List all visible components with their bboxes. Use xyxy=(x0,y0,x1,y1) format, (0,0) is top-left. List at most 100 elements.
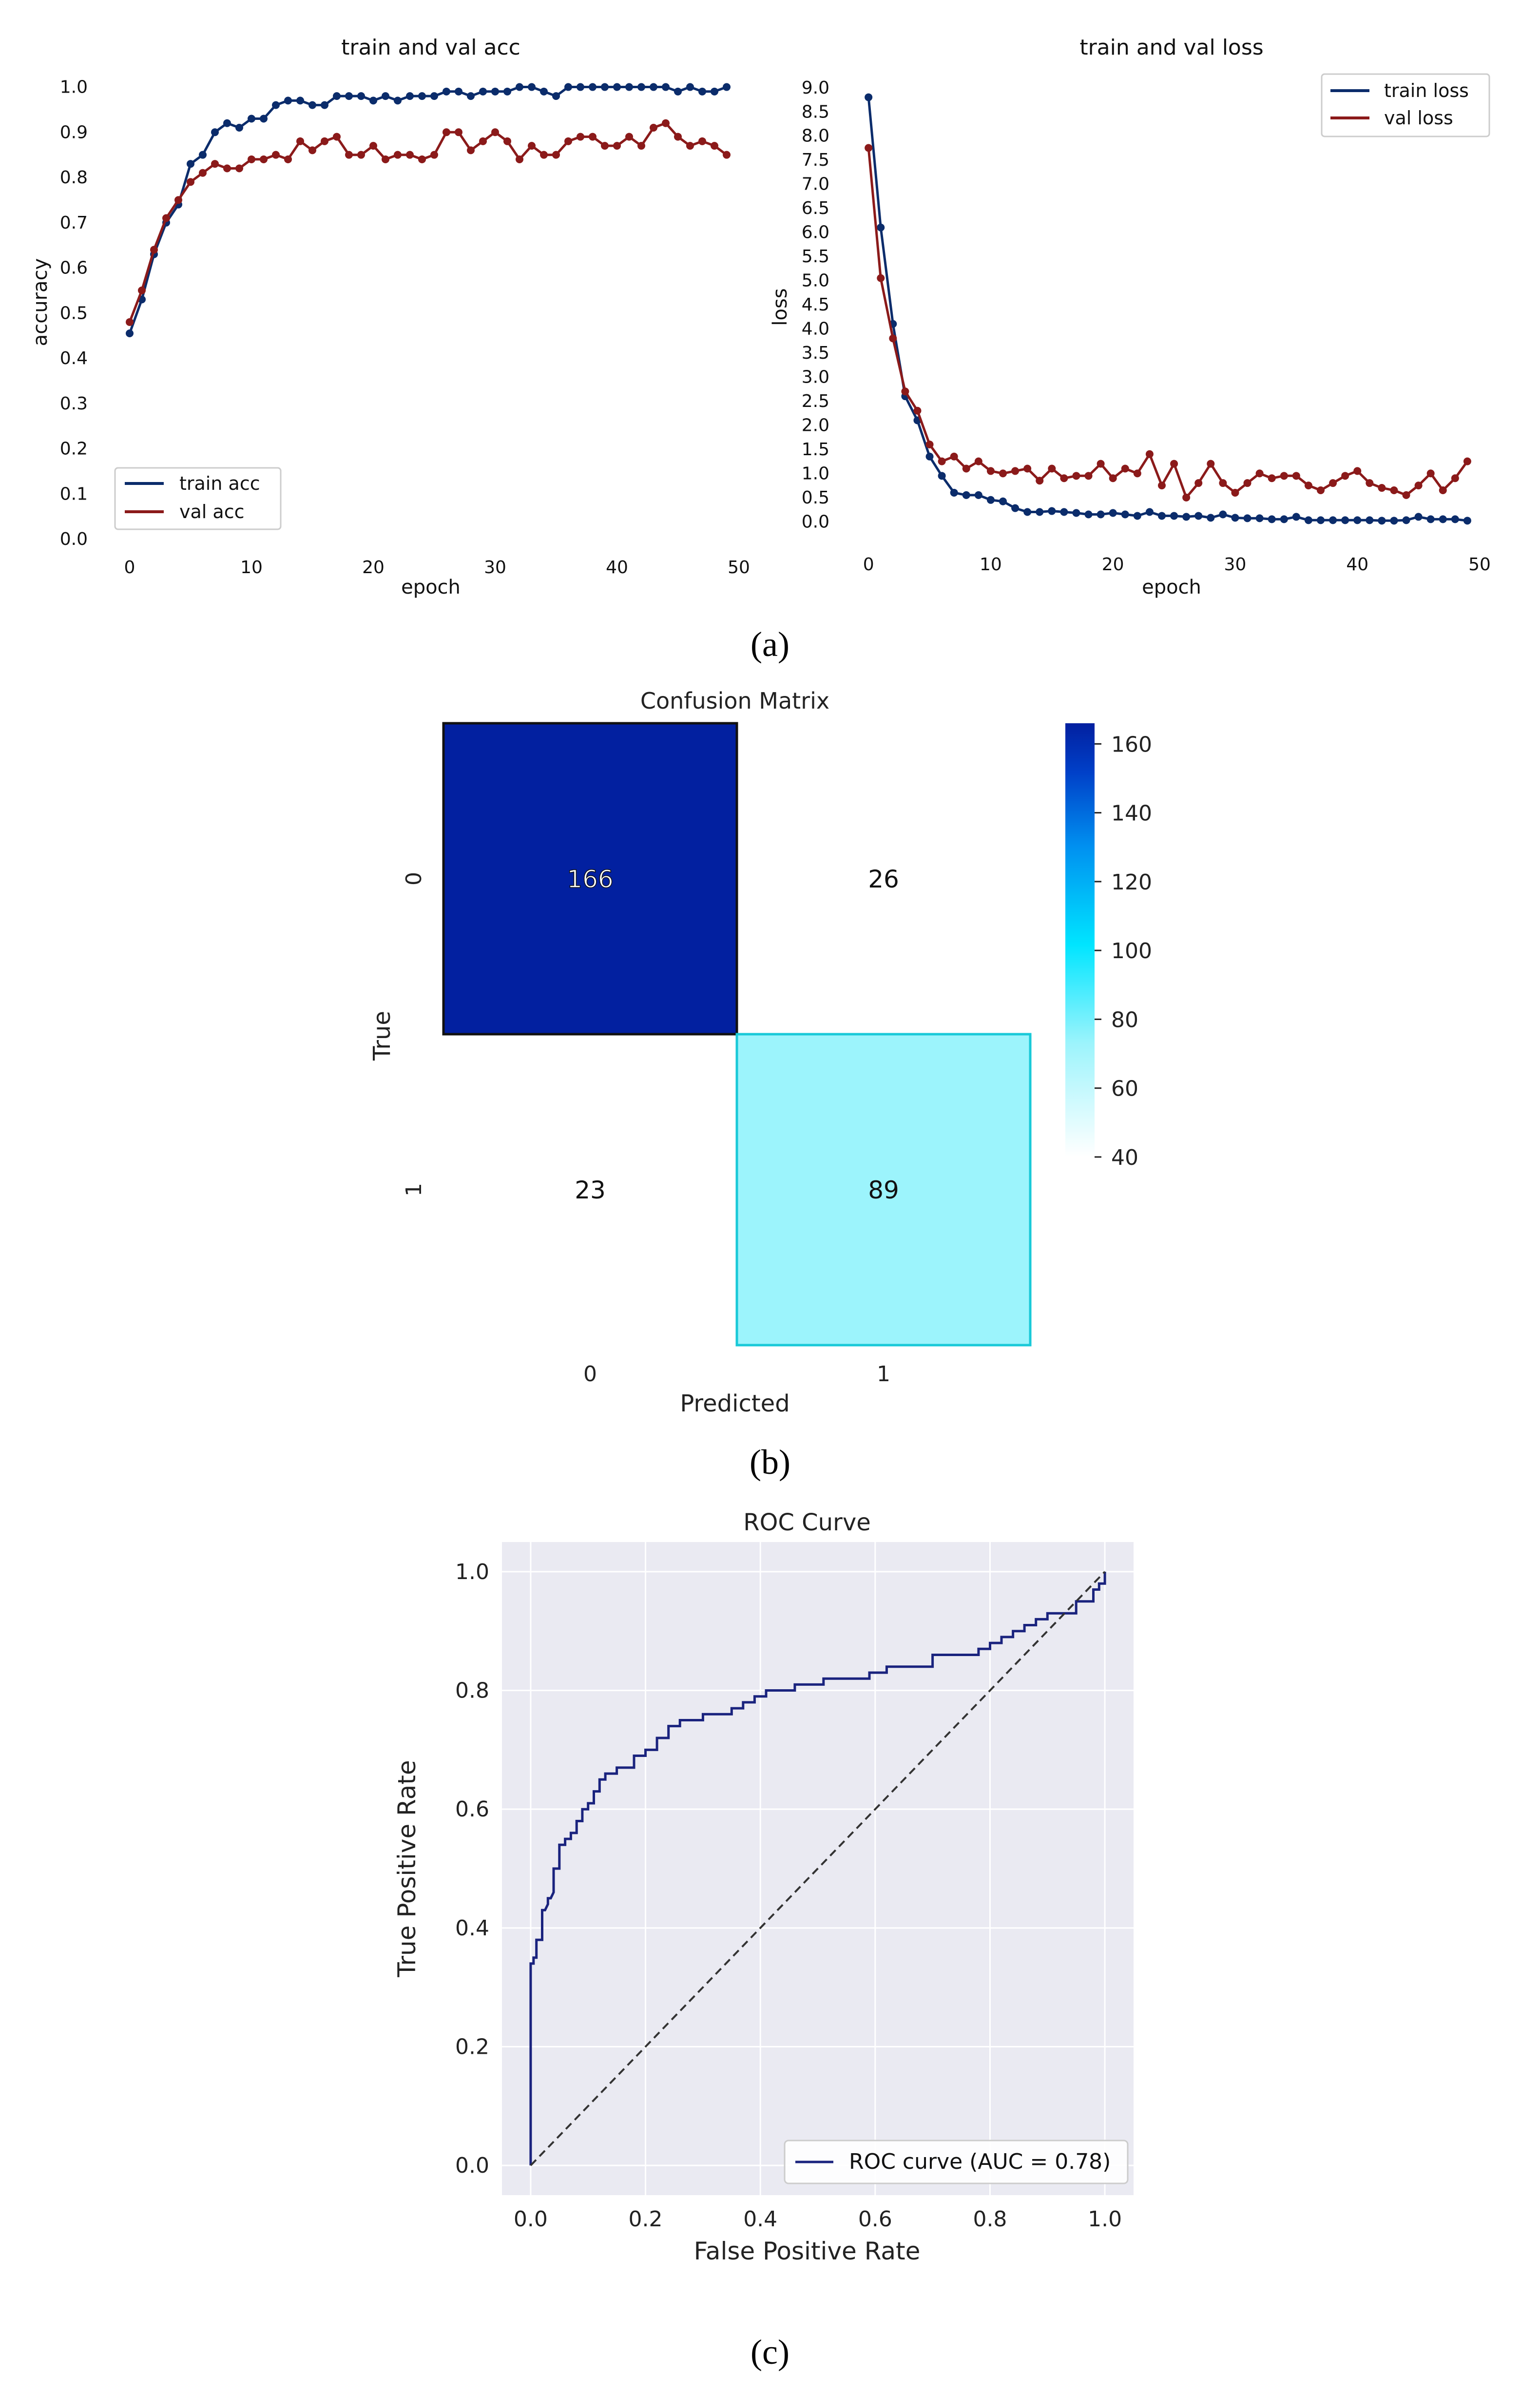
loss-point-val xyxy=(1219,479,1227,487)
loss-point-val xyxy=(1255,469,1264,478)
loss-point-train xyxy=(1072,509,1080,517)
confusion-matrix-y-tick: 0 xyxy=(402,872,426,886)
loss-point-val xyxy=(1109,474,1117,482)
loss-point-val xyxy=(1280,472,1288,480)
acc-point-val xyxy=(394,151,402,159)
loss-x-tick-label: 10 xyxy=(980,555,1002,575)
loss-point-val xyxy=(865,144,873,152)
loss-point-train xyxy=(950,488,958,497)
loss-point-val xyxy=(1390,486,1398,494)
acc-point-val xyxy=(199,169,207,177)
loss-series xyxy=(865,93,1471,525)
acc-point-train xyxy=(284,96,292,105)
loss-point-train xyxy=(1084,510,1093,519)
loss-point-val xyxy=(962,464,970,473)
loss-point-train xyxy=(1280,515,1288,523)
confusion-matrix-cell xyxy=(735,1033,1032,1347)
roc-y-tick-label: 0.0 xyxy=(455,2153,489,2178)
acc-point-val xyxy=(382,155,389,163)
acc-point-train xyxy=(223,119,231,127)
acc-point-train xyxy=(199,151,207,159)
accuracy-legend: train acc val acc xyxy=(114,467,282,530)
loss-point-train xyxy=(1451,515,1459,523)
loss-point-train xyxy=(999,497,1007,505)
confusion-matrix-y-tick: 1 xyxy=(402,1183,426,1196)
acc-point-train xyxy=(418,92,426,100)
loss-point-val xyxy=(1329,479,1337,487)
loss-point-train xyxy=(1121,510,1129,519)
loss-point-val xyxy=(901,387,909,396)
loss-point-train xyxy=(1036,508,1044,516)
loss-chart: train and val loss 0.0 0.5 1.0 1.5 2.0 2.5 3.0… xyxy=(769,35,1491,598)
loss-point-train xyxy=(877,223,885,231)
acc-y-tick-label: 0.8 xyxy=(60,168,88,188)
loss-point-val xyxy=(1353,467,1362,475)
acc-point-train xyxy=(333,92,341,100)
loss-point-train xyxy=(1023,508,1032,516)
loss-point-val xyxy=(1304,482,1312,490)
loss-point-train xyxy=(1255,514,1264,522)
colorbar-tick-label: 100 xyxy=(1111,939,1152,964)
loss-point-train xyxy=(1182,513,1191,521)
roc-curve-line xyxy=(529,1571,1106,2166)
loss-y-ticks: 0.0 0.5 1.0 1.5 2.0 2.5 3.0 3.5 4.0 4.5 5.0 5.5 6.0 6… xyxy=(802,78,829,532)
acc-point-train xyxy=(345,92,353,100)
roc-x-tick-label: 1.0 xyxy=(1088,2207,1122,2232)
roc-x-tick-label: 0.8 xyxy=(973,2207,1007,2232)
acc-point-train xyxy=(296,96,304,105)
loss-point-val xyxy=(1145,450,1154,458)
acc-point-val xyxy=(650,124,657,132)
loss-point-train xyxy=(1317,516,1325,524)
acc-x-tick-label: 30 xyxy=(484,558,506,578)
loss-y-tick-label: 4.5 xyxy=(802,295,829,315)
loss-point-val xyxy=(925,441,934,448)
loss-point-train xyxy=(1378,517,1386,525)
acc-y-tick-label: 0.6 xyxy=(60,258,88,278)
loss-y-tick-label: 5.0 xyxy=(802,271,829,291)
loss-x-tick-label: 50 xyxy=(1468,555,1491,575)
acc-y-tick-label: 0.0 xyxy=(60,529,88,549)
acc-point-val xyxy=(308,146,316,154)
colorbar-tick-label: 40 xyxy=(1111,1145,1138,1170)
loss-y-tick-label: 7.5 xyxy=(802,150,829,170)
acc-y-tick-label: 0.1 xyxy=(60,484,88,504)
acc-point-val xyxy=(479,137,487,145)
loss-y-tick-label: 6.0 xyxy=(802,223,829,243)
acc-point-val xyxy=(223,164,231,173)
loss-point-train xyxy=(1402,516,1410,524)
loss-point-train xyxy=(925,452,934,461)
loss-point-val xyxy=(1084,472,1093,480)
acc-point-train xyxy=(662,83,670,91)
loss-point-train xyxy=(1390,517,1398,525)
roc-chance-line xyxy=(530,1571,1106,2166)
confusion-matrix-value: 89 xyxy=(868,1176,899,1204)
loss-y-tick-label: 2.0 xyxy=(802,415,829,435)
roc-x-tick-label: 0.0 xyxy=(514,2207,548,2232)
confusion-matrix-ticks: 0 1 0 1 xyxy=(402,872,890,1387)
confusion-matrix-chart: Confusion Matrix 166 26 23 89 0 1 0 1 Predicte… xyxy=(368,688,1152,1417)
acc-point-val xyxy=(491,128,499,136)
acc-point-train xyxy=(479,87,487,96)
acc-point-train xyxy=(552,92,560,100)
acc-x-tick-label: 10 xyxy=(240,558,263,578)
acc-point-val xyxy=(345,151,353,159)
loss-point-train xyxy=(1426,515,1435,523)
loss-point-val xyxy=(999,469,1007,478)
acc-point-val xyxy=(625,133,633,141)
acc-y-tick-label: 0.7 xyxy=(60,213,88,233)
accuracy-chart: train and val acc 0.00.10.20.30.40.50.60… xyxy=(29,35,750,598)
roc-series xyxy=(529,1571,1106,2166)
acc-point-val xyxy=(406,151,414,159)
loss-point-train xyxy=(1207,514,1215,522)
acc-point-train xyxy=(491,87,499,96)
loss-y-tick-label: 0.5 xyxy=(802,488,829,508)
roc-y-tick-label: 0.4 xyxy=(455,1916,489,1941)
acc-x-tick-label: 40 xyxy=(606,558,628,578)
loss-point-train xyxy=(1060,508,1068,516)
loss-point-val xyxy=(1414,482,1423,490)
acc-point-train xyxy=(406,92,414,100)
acc-point-train xyxy=(211,128,219,136)
acc-point-val xyxy=(528,142,536,150)
acc-point-train xyxy=(613,83,621,91)
loss-point-train xyxy=(1243,514,1251,522)
